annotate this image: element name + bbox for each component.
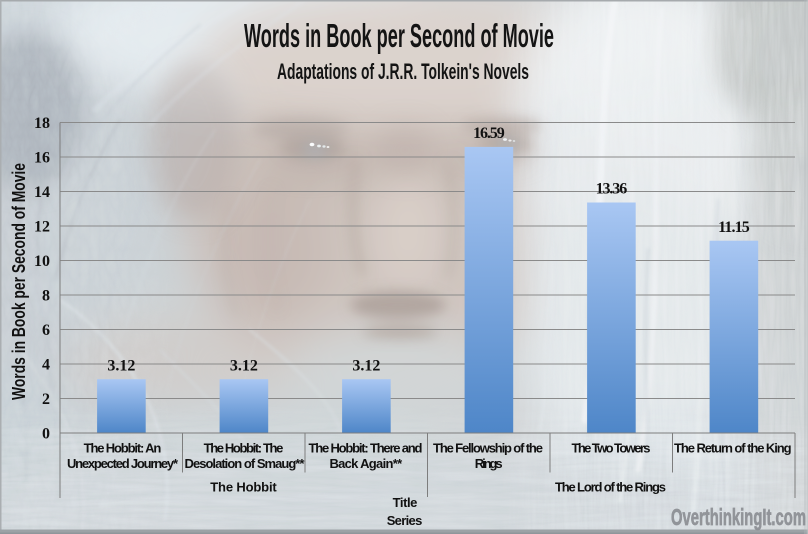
svg-text:18: 18 <box>34 115 50 132</box>
svg-text:The Hobbit: The Hobbit <box>210 480 277 495</box>
svg-text:14: 14 <box>34 184 50 201</box>
svg-text:0: 0 <box>42 425 50 442</box>
svg-text:Back Again**: Back Again** <box>329 456 403 471</box>
svg-text:The Hobbit: The: The Hobbit: The <box>204 440 284 455</box>
svg-text:Adaptations of J.R.R. Tolkein': Adaptations of J.R.R. Tolkein's Novels <box>277 59 529 84</box>
svg-text:The Fellowship of the: The Fellowship of the <box>433 440 543 455</box>
svg-text:The Two Towers: The Two Towers <box>572 440 651 455</box>
svg-text:Series: Series <box>387 513 423 528</box>
svg-text:10: 10 <box>34 253 50 270</box>
svg-text:Desolation of Smaug**: Desolation of Smaug** <box>185 456 306 471</box>
svg-text:3.12: 3.12 <box>352 357 380 374</box>
svg-text:2: 2 <box>42 391 50 408</box>
svg-text:11.15: 11.15 <box>718 219 750 236</box>
svg-text:OverthinkingIt.com: OverthinkingIt.com <box>671 504 806 530</box>
svg-text:Rings: Rings <box>475 456 503 471</box>
svg-text:Words in Book per Second of Mo: Words in Book per Second of Movie <box>244 17 554 54</box>
svg-text:4: 4 <box>42 356 50 373</box>
svg-text:3.12: 3.12 <box>230 357 258 374</box>
svg-text:6: 6 <box>42 322 50 339</box>
svg-text:The Lord of the Rings: The Lord of the Rings <box>555 480 666 495</box>
svg-text:16.59: 16.59 <box>473 125 505 142</box>
svg-text:The Hobbit: An: The Hobbit: An <box>84 440 162 455</box>
svg-text:The Return of the King: The Return of the King <box>674 440 792 455</box>
svg-text:Unexpected Journey*: Unexpected Journey* <box>67 456 179 471</box>
svg-text:8: 8 <box>42 287 50 304</box>
svg-text:The Hobbit: There and: The Hobbit: There and <box>309 440 423 455</box>
svg-text:Words in Book per Second of Mo: Words in Book per Second of Movie <box>9 163 29 400</box>
svg-text:3.12: 3.12 <box>107 357 135 374</box>
svg-text:16: 16 <box>34 149 50 166</box>
svg-text:13.36: 13.36 <box>596 181 628 198</box>
svg-text:Title: Title <box>393 495 418 510</box>
svg-text:12: 12 <box>34 218 50 235</box>
